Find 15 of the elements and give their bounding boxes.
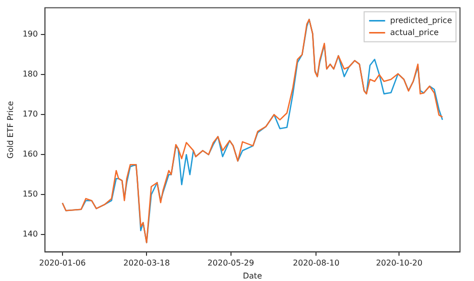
x-tick-label: 2020-01-06 xyxy=(39,258,86,268)
y-tick-label: 180 xyxy=(22,70,38,79)
y-axis-title: Gold ETF Price xyxy=(6,100,15,159)
x-axis-title: Date xyxy=(242,271,262,280)
x-tick-label: 2020-08-10 xyxy=(292,258,340,268)
legend-label: actual_price xyxy=(390,28,439,37)
legend-label: predicted_price xyxy=(390,16,452,25)
x-tick-label: 2020-05-29 xyxy=(208,258,254,268)
y-tick-label: 140 xyxy=(22,230,38,239)
y-tick-label: 150 xyxy=(22,190,38,199)
y-tick-label: 190 xyxy=(22,30,38,39)
y-tick-label: 160 xyxy=(22,150,38,159)
x-tick-label: 2020-03-18 xyxy=(123,258,170,268)
y-tick-label: 170 xyxy=(22,110,38,119)
x-tick-label: 2020-10-20 xyxy=(376,258,422,268)
